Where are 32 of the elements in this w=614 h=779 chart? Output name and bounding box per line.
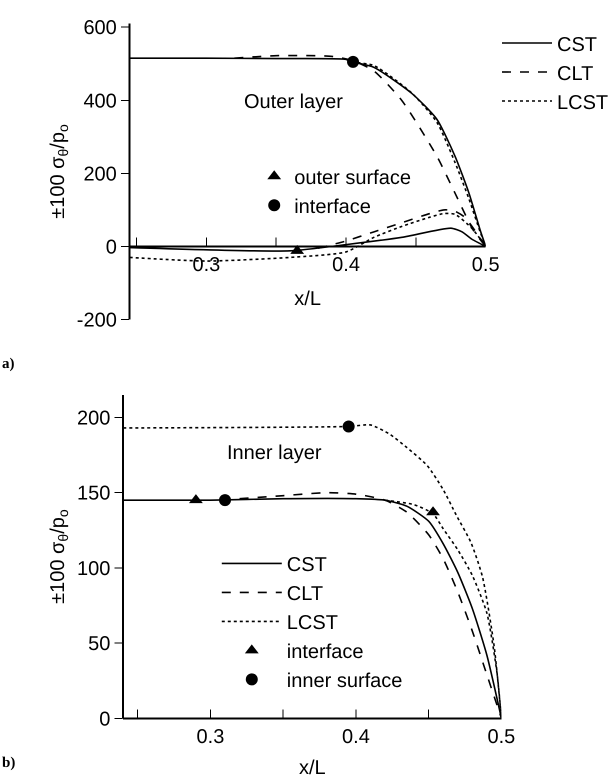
y-tick-label: 50 [88,633,110,656]
legend-label: CST [557,34,597,56]
x-axis-title: x/L [294,288,321,310]
y-tick-label: -200 [76,310,117,332]
x-tick-label: 0.5 [472,254,500,276]
legend-label: LCST [286,612,338,634]
text: b) [2,755,16,771]
y-tick-label: 400 [83,90,117,112]
y-tick-label: 0 [106,236,117,258]
legend-label: interface [286,641,364,664]
y-tick-label: 600 [83,17,117,40]
y-tick-label: 200 [77,407,110,430]
y-tick-label: 150 [77,482,110,505]
y-tick-label: 200 [83,163,117,186]
y-tick-label: 0 [99,708,110,730]
x-tick-label: 0.4 [342,726,370,748]
legend-label: CST [286,554,327,576]
x-tick-label: 0.3 [196,726,224,748]
legend-label: CLT [286,583,324,606]
annotation: Outer layer [244,91,344,113]
x-tick-label: 0.3 [192,254,220,276]
legend-label: outer surface [294,167,411,190]
legend-label: LCST [557,92,608,114]
x-axis-title: x/L [298,757,326,779]
legend-label: CLT [557,62,594,85]
x-tick-label: 0.5 [487,726,516,748]
annotation: Inner layer [227,442,322,464]
y-tick-label: 100 [77,558,110,580]
x-tick-label: 0.4 [332,254,360,276]
text: a) [2,356,14,372]
legend-label: interface [294,196,371,218]
legend-label: inner surface [286,670,402,692]
